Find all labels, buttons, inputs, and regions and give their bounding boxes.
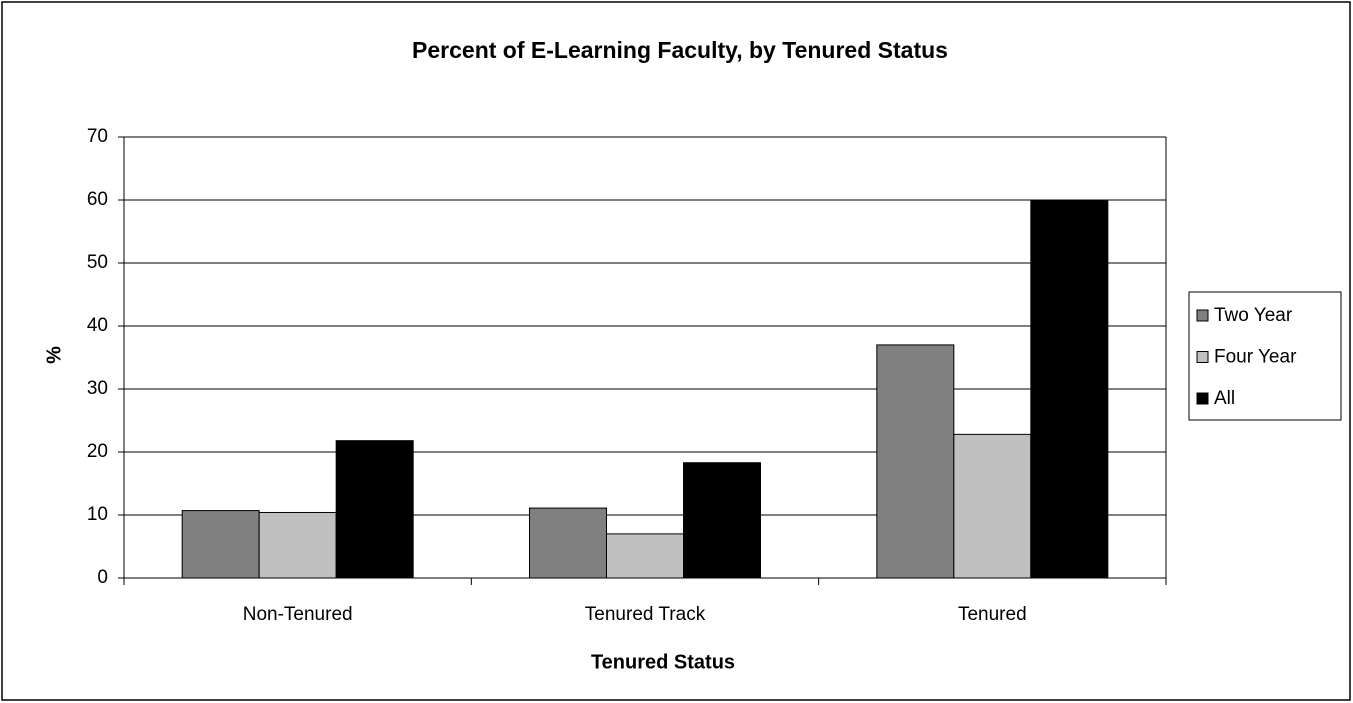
x-tick-label: Non-Tenured: [243, 604, 353, 625]
bar: [683, 462, 761, 579]
legend-label: Four Year: [1214, 347, 1297, 368]
y-tick-label: 20: [87, 441, 108, 462]
legend-label: Two Year: [1214, 305, 1293, 326]
legend-swatch: [1196, 309, 1209, 322]
y-tick-label: 60: [87, 189, 108, 210]
bar: [335, 440, 414, 579]
legend-swatch: [1196, 351, 1209, 363]
legend-swatch: [1196, 392, 1209, 405]
x-tick-label: Tenured: [958, 604, 1027, 625]
y-tick-label: 0: [97, 567, 108, 588]
legend-label: All: [1214, 388, 1235, 409]
y-tick-label: 70: [87, 126, 108, 147]
legend-box: [1188, 291, 1342, 421]
bar: [181, 510, 260, 579]
y-tick-label: 50: [87, 252, 108, 273]
bar: [953, 433, 1032, 579]
y-tick-label: 30: [87, 378, 108, 399]
bar: [258, 511, 337, 579]
bar: [529, 507, 607, 579]
x-axis-label: Tenured Status: [591, 651, 735, 673]
bar: [606, 533, 684, 579]
x-tick-label: Tenured Track: [585, 604, 706, 625]
y-tick-label: 40: [87, 315, 108, 336]
bar: [1030, 199, 1109, 579]
chart-title: Percent of E-Learning Faculty, by Tenure…: [412, 37, 948, 63]
bar: [876, 344, 955, 579]
y-axis-label: %: [43, 346, 65, 364]
y-tick-label: 10: [87, 504, 108, 525]
